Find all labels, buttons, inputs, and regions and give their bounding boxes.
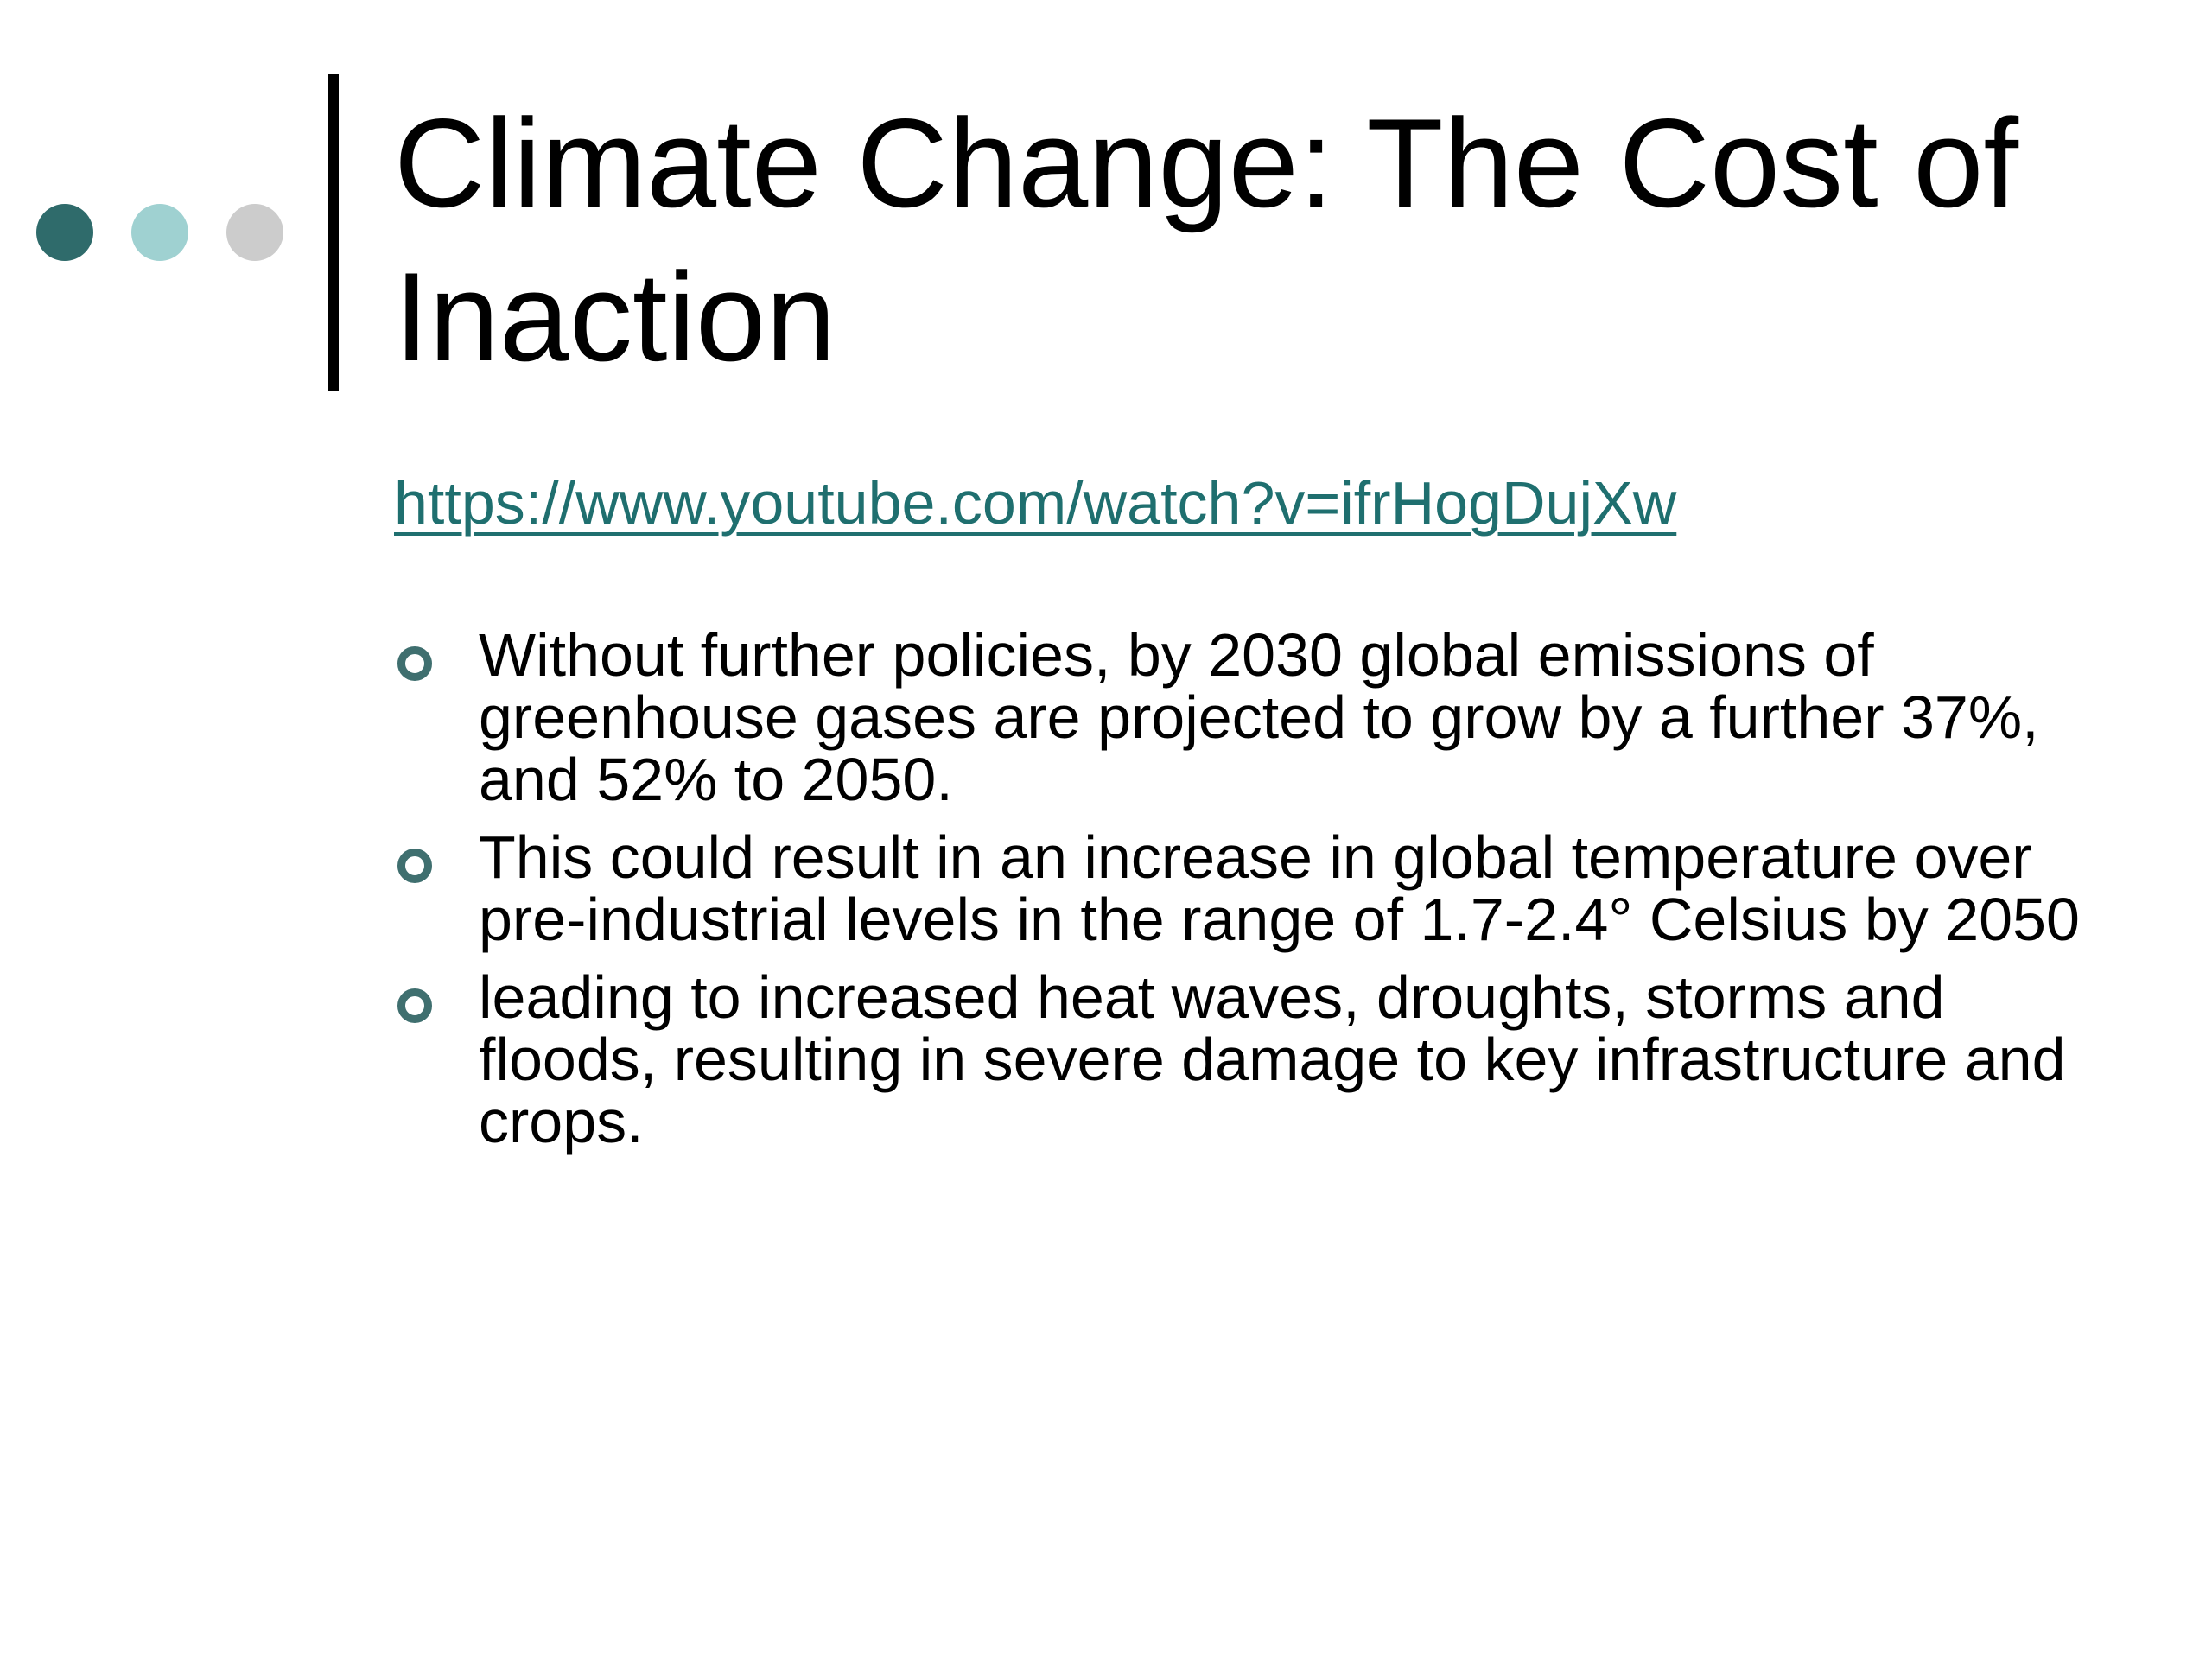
bullet-item: This could result in an increase in glob… bbox=[394, 826, 2122, 950]
gray-dot-icon bbox=[226, 204, 283, 261]
light-teal-dot-icon bbox=[131, 204, 188, 261]
decorative-dots bbox=[36, 204, 296, 261]
video-link[interactable]: https://www.youtube.com/watch?v=ifrHogDu… bbox=[394, 469, 1677, 537]
bullet-text: leading to increased heat waves, drought… bbox=[479, 963, 2066, 1155]
dark-teal-dot-icon bbox=[36, 204, 93, 261]
bullet-text: This could result in an increase in glob… bbox=[479, 823, 2080, 953]
ring-bullet-icon bbox=[397, 849, 432, 883]
ring-bullet-icon bbox=[397, 646, 432, 681]
ring-bullet-icon bbox=[397, 988, 432, 1023]
slide-title: Climate Change: The Cost of Inaction bbox=[394, 92, 2019, 387]
title-divider bbox=[328, 74, 339, 391]
bullet-text: Without further policies, by 2030 global… bbox=[479, 621, 2039, 813]
bullet-list: Without further policies, by 2030 global… bbox=[394, 624, 2122, 1168]
bullet-item: leading to increased heat waves, drought… bbox=[394, 966, 2122, 1153]
bullet-item: Without further policies, by 2030 global… bbox=[394, 624, 2122, 810]
